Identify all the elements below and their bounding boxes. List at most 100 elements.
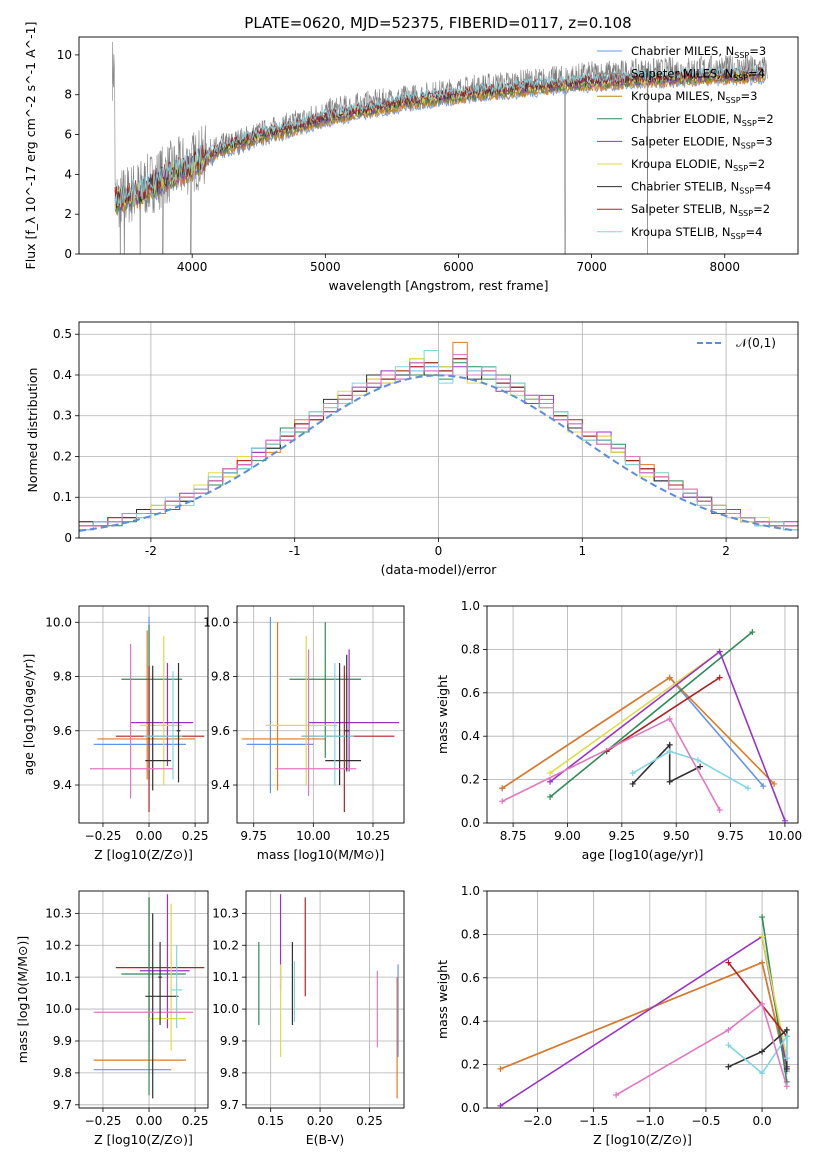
plot-frame (78, 890, 209, 1109)
errorbars (258, 894, 399, 1099)
y-tick-label: 0.1 (53, 490, 72, 504)
y-tick-label: 0.2 (461, 773, 480, 787)
plus-marker (725, 1042, 732, 1049)
y-tick-label: 10.0 (45, 1002, 72, 1016)
y-tick-label: 9.8 (220, 1066, 239, 1080)
x-tick-label: −2.0 (523, 1114, 552, 1128)
plus-marker (666, 715, 673, 722)
errorbar-point (139, 894, 190, 1029)
plus-marker (725, 959, 732, 966)
x-tick-label: 7000 (576, 260, 607, 274)
errorbar-point (176, 662, 181, 783)
x-tick-label: 10.25 (356, 829, 390, 843)
x-tick-label: 4000 (177, 260, 208, 274)
plus-marker (547, 778, 554, 785)
series-line (727, 1033, 788, 1075)
y-tick-label: 4 (64, 167, 72, 181)
y-tick-label: 0.8 (461, 642, 480, 656)
x-tick-label: 0.00 (136, 1114, 163, 1128)
series-line (500, 961, 788, 1072)
x-axis-label: age [log10(age/yr)] (582, 847, 704, 862)
x-tick-label: 9.75 (240, 829, 267, 843)
errorbar-point (301, 662, 354, 786)
mass-vs-metallicity-panel: −0.25 0.00 0.25 9.7 9.8 9.9 10.0 10.1 10.2 10.3 Z … (15, 890, 209, 1147)
y-axis-label: Flux [f_λ 10^-17 erg cm^-2 s^-1 A^-1] (23, 22, 38, 270)
plus-marker (759, 959, 766, 966)
plus-marker (749, 629, 756, 636)
legend-label: Salpeter STELIB, NSSP=2 (631, 202, 770, 218)
errorbar-point (275, 649, 357, 796)
series-line (632, 750, 749, 789)
x-tick-label: 9.25 (608, 829, 635, 843)
x-axis-label: Z [log10(Z/Z⊙)] (593, 1132, 692, 1147)
massweight-vs-age-panel: 8.75 9.00 9.25 9.50 9.75 10.00 0.0 0.2 0.4 0.6 0.8… (435, 599, 802, 862)
errorbar-point (325, 662, 362, 786)
errorbar-point (130, 662, 194, 767)
plot-frame (236, 605, 405, 824)
x-axis-label: Z [log10(Z/Z⊙)] (94, 1132, 193, 1147)
y-tick-label: 1.0 (461, 884, 480, 898)
y-tick-label: 10.1 (212, 970, 239, 984)
spectrum-panel: 4000 5000 6000 7000 8000 0 2 4 6 8 10 wavelength [A… (23, 22, 799, 293)
plus-marker (716, 674, 723, 681)
x-axis-label: mass [log10(M/M⊙)] (257, 847, 385, 862)
y-tick-label: 9.7 (220, 1098, 239, 1112)
plus-marker (759, 1048, 766, 1055)
x-tick-label: 1 (578, 544, 586, 558)
plus-marker (759, 914, 766, 921)
plus-marker (783, 1033, 790, 1040)
x-tick-label: 0.25 (356, 1114, 383, 1128)
x-tick-label: 0.15 (257, 1114, 284, 1128)
series-line (501, 676, 775, 789)
plus-marker (694, 757, 701, 764)
y-tick-label: 9.8 (53, 1066, 72, 1080)
y-tick-label: 10.2 (212, 938, 239, 952)
y-tick-label: 0.5 (53, 327, 72, 341)
plus-marker (725, 1063, 732, 1070)
errorbar-point (145, 665, 172, 791)
y-axis-label: mass [log10(M/M⊙)] (15, 936, 30, 1064)
x-tick-label: 9.00 (554, 829, 581, 843)
legend-label: Chabrier ELODIE, NSSP=2 (631, 112, 774, 128)
x-axis-label: E(B-V) (306, 1132, 345, 1147)
plus-marker (697, 763, 704, 770)
plus-marker (759, 933, 766, 940)
y-tick-label: 10.0 (212, 1002, 239, 1016)
y-tick-label: 0.0 (461, 816, 480, 830)
y-tick-label: 10.3 (45, 906, 72, 920)
plus-marker (771, 780, 778, 787)
plus-marker (783, 1026, 790, 1033)
errorbar-point (344, 654, 350, 772)
y-axis-label: mass weight (435, 675, 450, 754)
legend-label: 𝒩(0,1) (736, 336, 776, 350)
series-line (761, 936, 788, 1059)
errorbar-point (149, 903, 186, 1051)
errorbar-point (90, 643, 173, 799)
x-tick-label: −1.5 (579, 1114, 608, 1128)
mass-weight-lines (499, 629, 788, 823)
plus-marker (497, 1065, 504, 1072)
series-line (500, 961, 788, 1070)
observed-spectrum-line (112, 41, 768, 254)
plus-marker (744, 785, 751, 792)
x-axis-label: Z [log10(Z/Z⊙)] (94, 847, 193, 862)
plot-frame (78, 605, 209, 824)
plus-marker (613, 1091, 620, 1098)
y-tick-label: 0.3 (53, 409, 72, 423)
x-tick-label: 9.50 (663, 829, 690, 843)
y-tick-label: 10.0 (45, 615, 72, 629)
y-tick-label: 0.8 (461, 927, 480, 941)
series-line (615, 1002, 788, 1096)
legend-label: Chabrier MILES, NSSP=3 (631, 44, 766, 60)
y-tick-label: 9.6 (53, 724, 72, 738)
series-line (727, 962, 788, 1037)
x-tick-label: −0.5 (691, 1114, 720, 1128)
y-tick-label: 0.4 (461, 729, 480, 743)
y-tick-label: 9.8 (211, 670, 230, 684)
plot-frame (245, 890, 405, 1109)
mass-vs-ebv-panel: 0.15 0.20 0.25 9.7 9.8 9.9 10.0 10.1 10.2 10.3 E(B… (212, 890, 405, 1147)
legend-label: Kroupa ELODIE, NSSP=2 (631, 157, 765, 173)
errorbars (93, 894, 205, 1099)
y-tick-label: 0.4 (461, 1014, 480, 1028)
